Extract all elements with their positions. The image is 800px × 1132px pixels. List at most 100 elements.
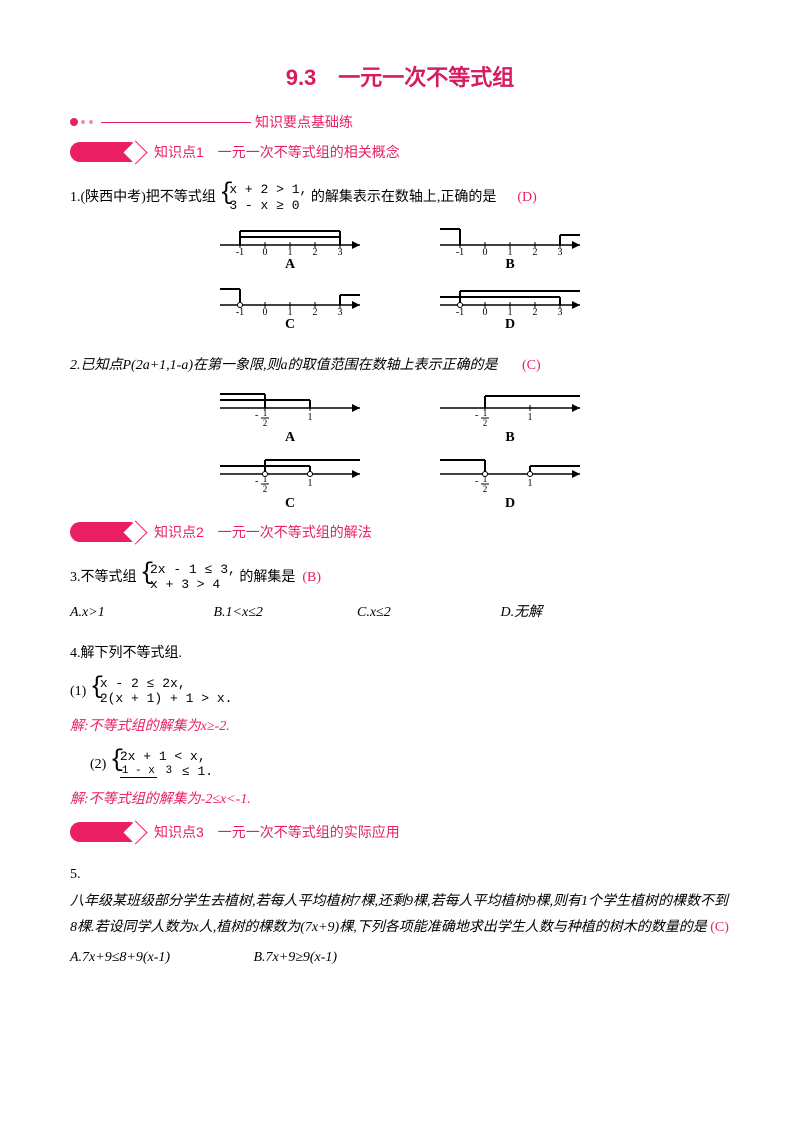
section-basic-header: 知识要点基础练 [70,112,730,132]
numline-q1-c: -1 0 1 2 3 [210,281,370,315]
svg-text:-: - [475,410,478,421]
q1-sys2: 3 - x ≥ 0 [229,198,299,213]
svg-text:-: - [475,476,478,487]
svg-text:2: 2 [263,484,268,494]
q4-p2-frac: 1 - x 3 [120,766,174,777]
svg-text:1: 1 [528,412,533,423]
svg-text:-1: -1 [236,307,244,315]
q3-sys2: x + 3 > 4 [150,577,220,592]
svg-text:0: 0 [263,247,268,255]
numline-q1-b: -1 0 1 2 3 [430,221,590,255]
q3-system: { 2x - 1 ≤ 3, x + 3 > 4 [140,562,236,593]
svg-text:2: 2 [533,247,538,255]
pill-icon [70,522,140,542]
q1-prefix: 1.(陕西中考)把不等式组 [70,190,216,205]
label-b2: B [430,430,590,446]
q4-p1-sys1: x - 2 ≤ 2x, [100,676,186,691]
page-title: 9.3 一元一次不等式组 [70,60,730,92]
svg-text:1: 1 [308,412,313,423]
q4-p2-label: (2) [90,757,106,772]
q5-options: A.7x+9≤8+9(x-1) B.7x+9≥9(x-1) [70,950,730,966]
q1-figures-row2: -1 0 1 2 3 C -1 0 1 2 3 [70,281,730,333]
q4-part2: (2) { 2x + 1 < x, 1 - x 3 ≤ 1. [90,749,730,780]
numline-q1-a: -1 0 1 2 3 [210,221,370,255]
topic-1-text: 知识点1 一元一次不等式组的相关概念 [154,142,400,162]
question-2: 2.已知点P(2a+1,1-a)在第一象限,则a的取值范围在数轴上表示正确的是 … [70,353,730,380]
label-d2: D [430,496,590,512]
svg-text:2: 2 [483,418,488,428]
svg-text:2: 2 [483,484,488,494]
q3-sys1: 2x - 1 ≤ 3, [150,562,236,577]
svg-text:1: 1 [508,307,513,315]
q3-suffix: 的解集是 [239,570,295,585]
dot-icon [81,120,85,124]
svg-text:3: 3 [338,307,343,315]
q3-answer: (B) [302,570,321,585]
numline-q2-c: - 1 2 1 [210,454,370,494]
q4-p2-frac-den: 3 [163,765,174,777]
svg-text:-1: -1 [456,307,464,315]
q5-head: 5. [70,867,81,882]
q1-suffix: 的解集表示在数轴上,正确的是 [311,190,497,205]
svg-text:2: 2 [313,307,318,315]
q1-answer: (D) [517,190,536,205]
q1-figures-row1: -1 0 1 2 3 A -1 0 1 2 3 [70,221,730,273]
svg-text:-: - [255,410,258,421]
q4-p1-system: { x - 2 ≤ 2x, 2(x + 1) + 1 > x. [90,676,233,707]
q3-opt-a: A.x>1 [70,605,210,621]
svg-text:-1: -1 [456,247,464,255]
label-a2: A [210,430,370,446]
numline-q2-a: - 1 2 1 [210,388,370,428]
label-a: A [210,257,370,273]
svg-text:3: 3 [558,247,563,255]
q5-opt-a: A.7x+9≤8+9(x-1) [70,950,250,966]
svg-text:1: 1 [308,478,313,489]
label-c2: C [210,496,370,512]
q4-p2-sys2-tail: ≤ 1. [174,764,213,779]
svg-text:1: 1 [288,247,293,255]
svg-text:-1: -1 [236,247,244,255]
q3-opt-c: C.x≤2 [357,605,497,621]
svg-text:0: 0 [483,307,488,315]
q2-figures-row2: - 1 2 1 C - 1 2 1 [70,454,730,512]
q2-text: 2.已知点P(2a+1,1-a)在第一象限,则a的取值范围在数轴上表示正确的是 [70,358,497,373]
q1-sys1: x + 2 > 1, [229,182,307,197]
svg-text:2: 2 [533,307,538,315]
q4-p1-solution: 解:不等式组的解集为x≥-2. [70,715,730,735]
svg-text:0: 0 [483,247,488,255]
question-5: 5. 八年级某班级部分学生去植树,若每人平均植树7棵,还剩9棵,若每人平均植树9… [70,862,730,942]
q3-opt-b: B.1<x≤2 [214,605,354,621]
svg-text:1: 1 [483,408,488,418]
label-b: B [430,257,590,273]
topic-3: 知识点3 一元一次不等式组的实际应用 [70,822,730,842]
divider-icon [101,122,251,123]
svg-text:2: 2 [313,247,318,255]
q4-p2-solution: 解:不等式组的解集为-2≤x<-1. [70,788,730,808]
topic-3-text: 知识点3 一元一次不等式组的实际应用 [154,822,400,842]
q5-answer: (C) [710,920,729,935]
topic-2-text: 知识点2 一元一次不等式组的解法 [154,522,372,542]
q2-figures-row1: - 1 2 1 A - 1 2 1 B [70,388,730,446]
svg-text:3: 3 [558,307,563,315]
svg-text:1: 1 [263,408,268,418]
question-4: 4.解下列不等式组. [70,641,730,668]
q4-p1-label: (1) [70,683,86,698]
q3-opt-d: D.无解 [501,601,641,621]
q5-body: 八年级某班级部分学生去植树,若每人平均植树7棵,还剩9棵,若每人平均植树9棵,则… [70,894,728,936]
svg-text:-: - [255,476,258,487]
topic-1: 知识点1 一元一次不等式组的相关概念 [70,142,730,162]
q4-p2-frac-num: 1 - x [120,765,157,778]
numline-q1-d: -1 0 1 2 3 [430,281,590,315]
q4-p1-sys2: 2(x + 1) + 1 > x. [100,691,233,706]
svg-text:1: 1 [288,307,293,315]
pill-icon [70,822,140,842]
svg-text:0: 0 [263,307,268,315]
label-d: D [430,317,590,333]
q3-prefix: 3.不等式组 [70,570,137,585]
svg-text:1: 1 [528,478,533,489]
bullet-icon [70,118,78,126]
dot-icon [89,120,93,124]
svg-text:2: 2 [263,418,268,428]
question-1: 1.(陕西中考)把不等式组 { x + 2 > 1, 3 - x ≥ 0 的解集… [70,182,730,213]
svg-text:1: 1 [508,247,513,255]
